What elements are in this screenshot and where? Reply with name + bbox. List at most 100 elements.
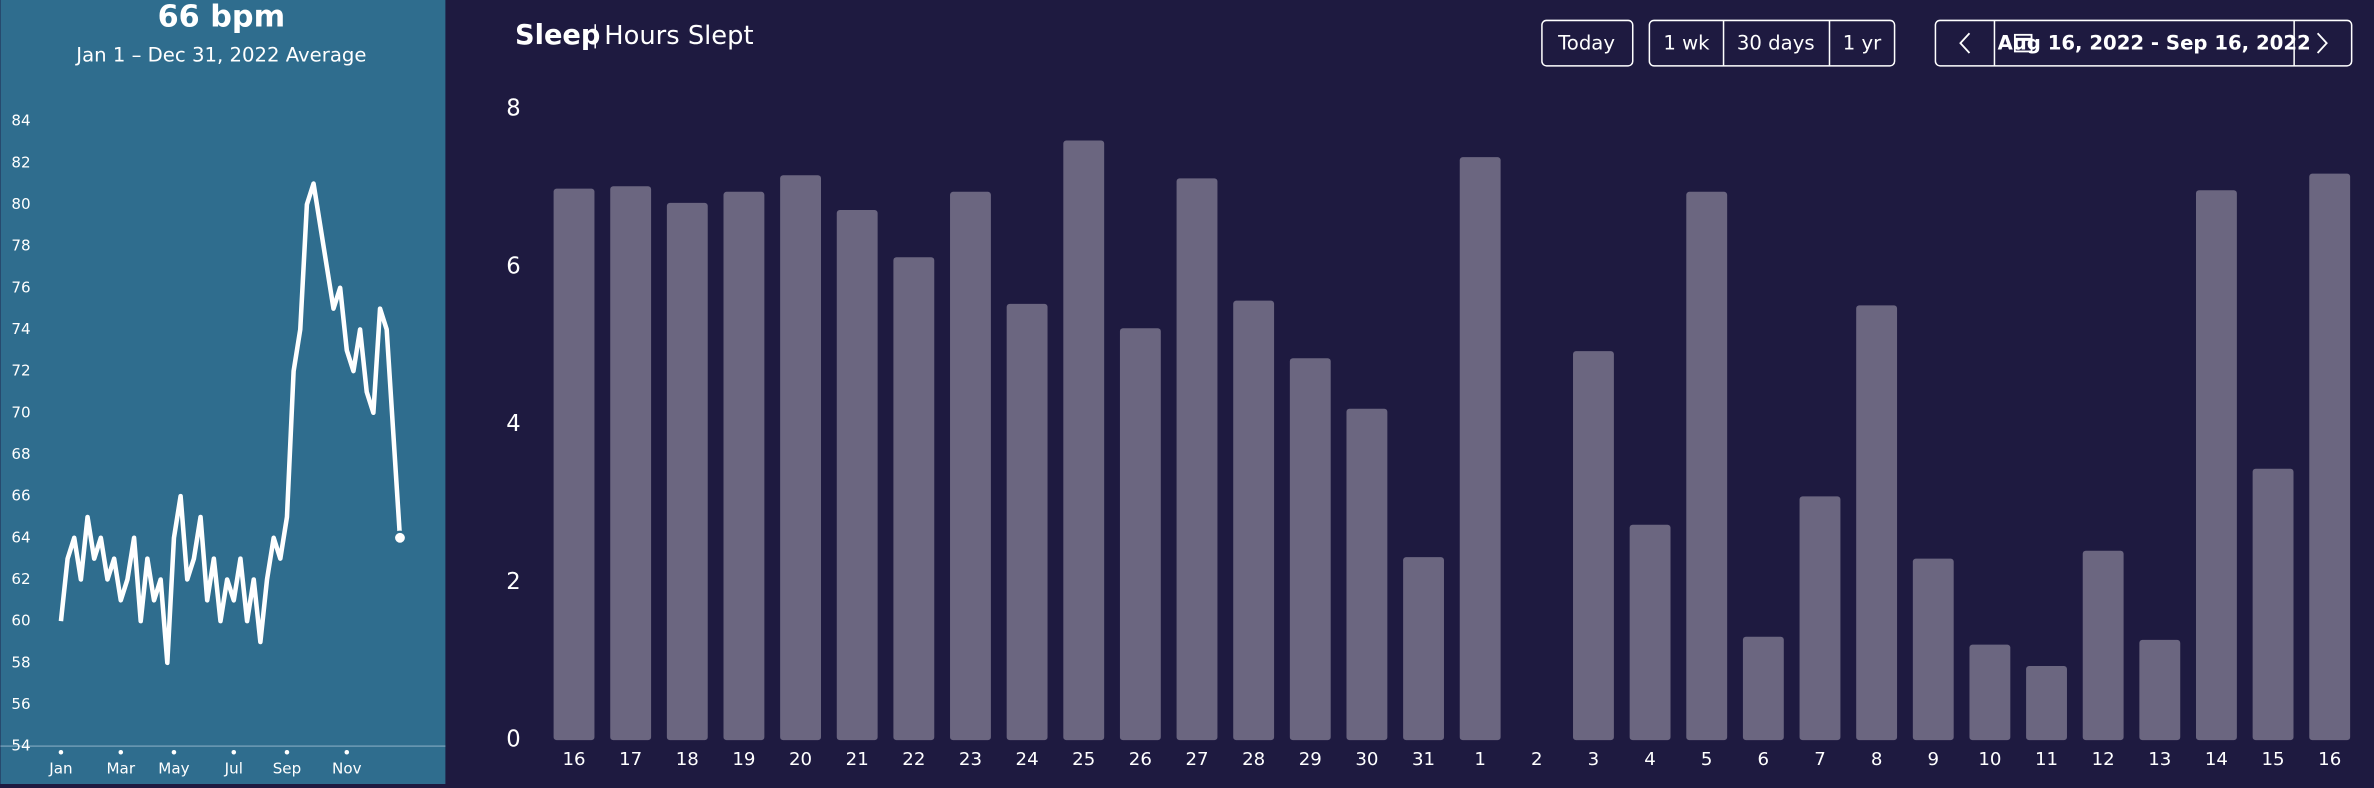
y-tick-label: 84 bbox=[11, 112, 30, 130]
x-tick-label: 12 bbox=[2092, 749, 2115, 770]
x-tick-label: 3 bbox=[1588, 749, 1600, 770]
range-button[interactable]: 1 wk bbox=[1663, 31, 1710, 54]
y-tick-label: 80 bbox=[11, 195, 30, 213]
y-tick-label: 66 bbox=[11, 487, 30, 505]
bar bbox=[666, 202, 708, 741]
x-tick-label: Jan bbox=[48, 759, 72, 777]
x-tick-label: 31 bbox=[1412, 749, 1435, 770]
y-tick-label: 6 bbox=[506, 253, 520, 279]
x-tick-label: 26 bbox=[1129, 749, 1152, 770]
bar bbox=[1856, 305, 1898, 741]
y-tick-label: 0 bbox=[506, 727, 520, 753]
bar bbox=[1006, 303, 1048, 741]
y-tick-label: 54 bbox=[11, 737, 30, 755]
x-tick-dot bbox=[118, 749, 124, 755]
x-tick-label: 23 bbox=[959, 749, 982, 770]
button-frame bbox=[1541, 19, 1634, 67]
y-tick-label: 68 bbox=[11, 445, 30, 463]
bar bbox=[1969, 644, 2011, 741]
range-group bbox=[1648, 19, 1896, 67]
y-tick-label: 72 bbox=[11, 362, 30, 380]
y-tick-label: 70 bbox=[11, 403, 30, 421]
next-button[interactable] bbox=[2316, 32, 2328, 54]
bar bbox=[1912, 558, 1954, 741]
y-tick-label: 56 bbox=[11, 695, 30, 713]
y-tick-label: 74 bbox=[11, 320, 30, 338]
y-tick-label: 76 bbox=[11, 278, 30, 296]
bar bbox=[1176, 178, 1218, 741]
x-tick-label: 21 bbox=[846, 749, 869, 770]
bar bbox=[2026, 665, 2067, 741]
x-tick-label: 1 bbox=[1474, 749, 1486, 770]
x-tick-label: 7 bbox=[1814, 749, 1826, 770]
x-tick-label: 18 bbox=[676, 749, 699, 770]
x-tick-label: 9 bbox=[1927, 749, 1939, 770]
x-tick-dot bbox=[284, 749, 290, 755]
x-tick-label: 17 bbox=[619, 749, 642, 770]
end-marker bbox=[392, 530, 408, 545]
x-tick-label: Jul bbox=[224, 759, 243, 777]
today-button[interactable]: Today bbox=[1541, 19, 1634, 67]
button-label: Today bbox=[1557, 31, 1615, 54]
x-tick-dot bbox=[171, 749, 177, 755]
bar bbox=[1403, 557, 1444, 741]
x-tick-label: 20 bbox=[789, 749, 812, 770]
x-tick-label: 11 bbox=[2035, 749, 2058, 770]
x-tick-label: 15 bbox=[2262, 749, 2285, 770]
prev-button[interactable] bbox=[1959, 32, 1971, 54]
x-tick-label: Mar bbox=[107, 759, 136, 777]
y-tick-label: 8 bbox=[506, 95, 520, 121]
bar bbox=[1459, 157, 1501, 741]
x-tick-label: 19 bbox=[732, 749, 755, 770]
x-tick-label: 13 bbox=[2148, 749, 2171, 770]
x-tick-label: 25 bbox=[1072, 749, 1095, 770]
side-panel bbox=[0, 0, 446, 784]
panel-title: 66 bpm bbox=[158, 0, 286, 35]
y-tick-label: 64 bbox=[11, 528, 30, 546]
bar bbox=[893, 257, 935, 741]
bar bbox=[610, 186, 652, 741]
calendar-icon bbox=[2013, 33, 2033, 53]
y-tick-label: 4 bbox=[506, 411, 520, 437]
bar bbox=[1742, 636, 1784, 741]
x-tick-label: 16 bbox=[2318, 749, 2341, 770]
range-button[interactable]: 30 days bbox=[1737, 31, 1815, 54]
y-tick-label: 58 bbox=[11, 653, 30, 671]
x-tick-label: 28 bbox=[1242, 749, 1265, 770]
bar bbox=[1346, 408, 1388, 741]
bar bbox=[2252, 468, 2294, 741]
x-tick-label: Sep bbox=[273, 759, 302, 777]
bar bbox=[1629, 524, 1671, 741]
bar bbox=[950, 191, 991, 741]
date-group bbox=[1934, 19, 2353, 67]
chart-title: Sleep bbox=[515, 20, 600, 51]
x-tick-label: Nov bbox=[332, 759, 362, 777]
bar bbox=[1799, 496, 1841, 741]
bar bbox=[553, 188, 595, 741]
x-tick-label: 16 bbox=[562, 749, 585, 770]
bar bbox=[2196, 190, 2237, 741]
x-tick-label: 29 bbox=[1299, 749, 1322, 770]
x-tick-label: 22 bbox=[902, 749, 925, 770]
x-tick-label: 27 bbox=[1185, 749, 1208, 770]
bar bbox=[723, 191, 765, 741]
x-tick-dot bbox=[344, 749, 350, 755]
x-tick-label: 2 bbox=[1531, 749, 1543, 770]
y-tick-label: 82 bbox=[11, 153, 30, 171]
bar bbox=[1233, 300, 1275, 741]
y-tick-label: 2 bbox=[506, 569, 520, 595]
date-range[interactable]: Aug 16, 2022 - Sep 16, 2022 bbox=[1998, 31, 2311, 54]
x-tick-label: 10 bbox=[1978, 749, 2001, 770]
range-button[interactable]: 1 yr bbox=[1843, 31, 1882, 54]
x-tick-label: May bbox=[158, 759, 189, 777]
y-tick-label: 60 bbox=[11, 612, 30, 630]
x-tick-dot bbox=[231, 749, 237, 755]
chart-subtitle: Hours Slept bbox=[604, 21, 753, 51]
bar bbox=[1573, 351, 1614, 741]
panel-subtitle: Jan 1 – Dec 31, 2022 Average bbox=[74, 43, 366, 66]
bar bbox=[1289, 358, 1331, 741]
bar bbox=[1119, 328, 1161, 741]
x-tick-label: 8 bbox=[1871, 749, 1883, 770]
line bbox=[58, 181, 403, 666]
x-tick-label: 30 bbox=[1355, 749, 1378, 770]
